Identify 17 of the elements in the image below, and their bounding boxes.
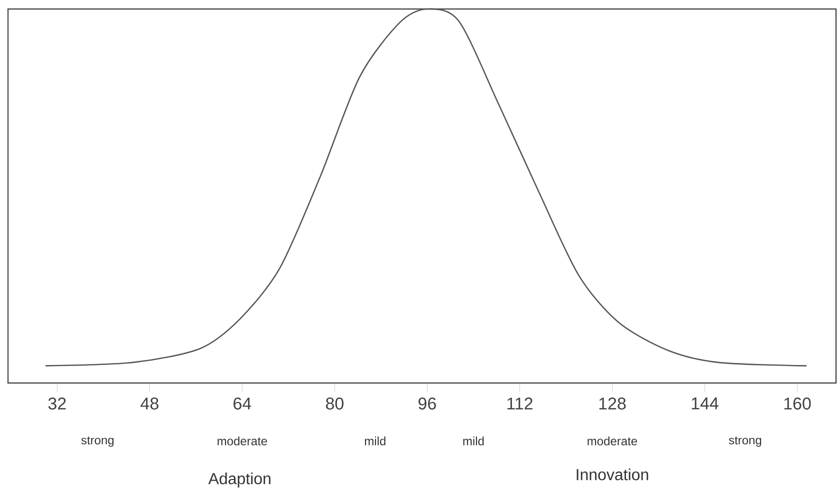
x-tick-label: 32 [48,398,66,410]
x-tick-label: 64 [234,398,252,410]
x-tick-label: 112 [507,398,532,410]
text: Innovation [576,468,648,480]
x-tick-label: 48 [140,398,158,410]
x-tick-label: 144 [692,398,718,410]
text: strong [81,436,114,447]
x-tick-label: 80 [326,398,344,410]
text: moderate [588,436,638,446]
text: strong [728,436,762,447]
text: mild [463,436,484,446]
x-tick-label: 160 [784,398,811,410]
text: moderate [218,436,267,446]
text: mild [364,436,386,446]
x-tick-label: 96 [418,398,436,410]
text: Adaption [208,472,270,488]
x-tick-label: 128 [599,398,626,410]
